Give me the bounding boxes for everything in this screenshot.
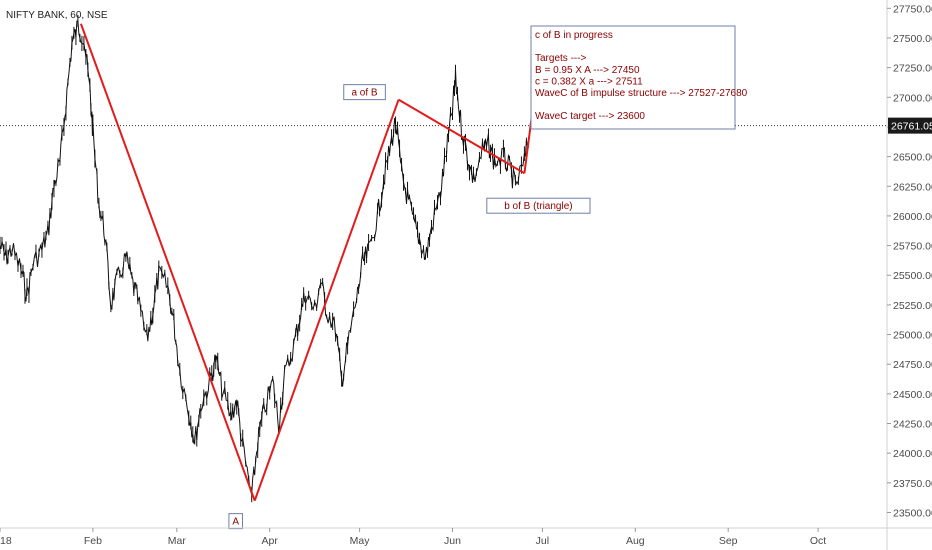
x-tick-label: Feb [84,535,102,547]
x-tick-label: Mar [168,535,187,547]
x-tick-label: Oct [810,535,826,547]
y-tick-label: 27000.00 [893,92,932,104]
last-price-tag-text: 26761.05 [891,121,932,133]
note-line: c of B in progress [535,30,613,41]
label-a-of-b-box [343,84,386,101]
y-tick-label: 25250.00 [893,300,932,312]
x-tick-label: Apr [262,535,279,547]
y-tick-label: 27250.00 [893,63,932,75]
last-price-tag-bg [888,117,932,134]
x-tick-label: Sep [719,535,738,547]
y-tick-label: 26000.00 [893,211,932,223]
y-tick-label: 24250.00 [893,419,932,431]
label-b-of-b-text: b of B (triangle) [504,201,572,212]
x-tick-label: Jun [444,535,461,547]
x-tick-label: Aug [626,535,645,547]
price-path [0,20,531,495]
label-b-of-b[interactable]: b of B (triangle) [486,197,591,214]
x-tick-label: May [350,535,371,547]
x-axis-ticks[interactable]: 2018 Feb Mar Apr May Jun Jul Aug Sep Oct [0,528,826,547]
y-tick-label: 24500.00 [893,389,932,401]
label-a-of-b[interactable]: a of B [343,84,386,101]
y-tick-label: 23500.00 [893,508,932,520]
note-line: Targets ---> [535,53,587,64]
elliott-wave-lines [79,23,544,501]
label-A-box [228,513,244,530]
wave-segment [79,23,256,501]
label-A-text: A [232,517,239,528]
note-line: WaveC target ---> 23600 [535,111,645,122]
y-tick-label: 24750.00 [893,359,932,371]
targets-note-box[interactable] [530,25,736,130]
wave-labels: Aa of B b of B (triangle) [228,84,591,530]
y-tick-label: 25500.00 [893,270,932,282]
y-tick-label: 26250.00 [893,181,932,193]
note-line: B = 0.95 X A ---> 27450 [535,65,640,76]
note-line: WaveC of B impulse structure ---> 27527-… [535,88,748,99]
x-tick-label: Jul [536,535,549,547]
y-tick-label: 25750.00 [893,241,932,253]
y-tick-label: 27500.00 [893,33,932,45]
y-tick-label: 24000.00 [893,448,932,460]
label-a-of-b-text: a of B [351,88,377,99]
targets-note: c of B in progress Targets --->B = 0.95 X… [530,25,748,130]
y-axis-ticks[interactable]: 23500.00 23750.00 24000.00 24250.00 24500.00… [887,3,932,520]
wave-segment [398,98,525,175]
price-series [0,15,531,503]
y-tick-label: 23750.00 [893,478,932,490]
symbol-title: NIFTY BANK, 60, NSE [6,10,108,21]
x-tick-label: 2018 [0,535,12,547]
y-tick-label: 26500.00 [893,152,932,164]
y-tick-label: 27750.00 [893,3,932,15]
last-price-tag: 26761.05 [888,117,932,134]
label-b-of-b-box [486,197,591,214]
y-tick-label: 25000.00 [893,330,932,342]
label-A[interactable]: A [228,513,244,530]
note-line: c = 0.382 X a ---> 27511 [535,76,643,87]
wave-segment [253,99,400,501]
